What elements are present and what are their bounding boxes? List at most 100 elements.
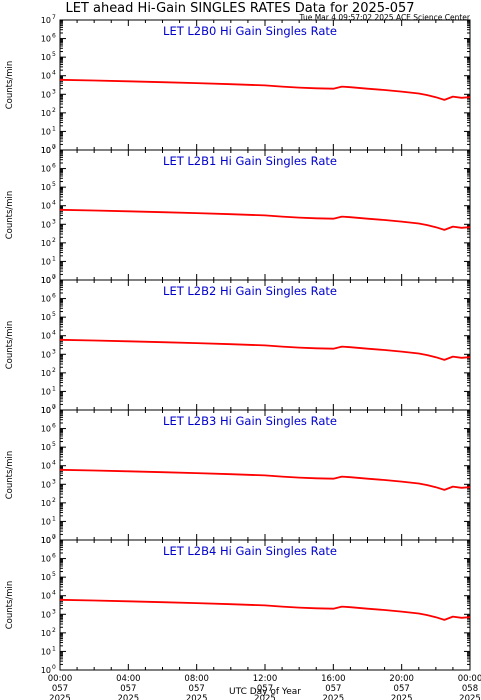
x-tick-label: 057 — [257, 684, 273, 694]
y-tick-exponent: 7 — [52, 404, 56, 411]
y-tick-label: 10 — [41, 295, 51, 304]
y-tick-exponent: 4 — [52, 200, 56, 207]
y-tick-exponent: 2 — [52, 107, 56, 114]
x-tick-label: 12:00 — [253, 674, 278, 684]
y-tick-exponent: 4 — [52, 330, 56, 337]
y-tick-exponent: 4 — [52, 460, 56, 467]
x-tick-label: 057 — [52, 684, 68, 694]
y-tick-exponent: 2 — [52, 237, 56, 244]
y-tick-label: 10 — [41, 387, 51, 396]
series-line — [59, 78, 471, 101]
series-line — [59, 598, 471, 621]
y-tick-exponent: 1 — [52, 515, 56, 522]
y-tick-label: 10 — [41, 202, 51, 211]
y-tick-label: 10 — [41, 406, 51, 415]
y-tick-exponent: 1 — [52, 645, 56, 652]
y-tick-exponent: 2 — [52, 497, 56, 504]
y-tick-exponent: 0 — [52, 144, 56, 151]
y-tick-label: 10 — [41, 332, 51, 341]
x-tick-label: 2025 — [186, 694, 208, 700]
x-tick-label: 057 — [325, 684, 341, 694]
y-tick-label: 10 — [41, 592, 51, 601]
y-tick-exponent: 7 — [52, 14, 56, 21]
y-tick-label: 10 — [41, 53, 51, 62]
y-tick-label: 10 — [41, 165, 51, 174]
y-tick-exponent: 0 — [52, 664, 56, 671]
y-tick-label: 10 — [41, 239, 51, 248]
x-tick-label: 2025 — [118, 694, 140, 700]
x-tick-label: 04:00 — [116, 674, 141, 684]
x-tick-label: 2025 — [459, 694, 481, 700]
y-tick-exponent: 5 — [52, 51, 56, 58]
y-tick-label: 10 — [41, 647, 51, 656]
y-tick-exponent: 7 — [52, 274, 56, 281]
y-axis-label: Counts/min — [5, 321, 15, 370]
x-tick-label: 057 — [394, 684, 410, 694]
y-tick-exponent: 5 — [52, 441, 56, 448]
x-tick-label: 2025 — [323, 694, 345, 700]
y-tick-label: 10 — [41, 313, 51, 322]
y-tick-exponent: 7 — [52, 144, 56, 151]
y-tick-exponent: 3 — [52, 348, 56, 355]
y-tick-exponent: 6 — [52, 553, 56, 560]
y-tick-exponent: 5 — [52, 181, 56, 188]
y-axis-label: Counts/min — [5, 191, 15, 240]
main-title: LET ahead Hi-Gain SINGLES RATES Data for… — [65, 1, 414, 16]
y-tick-label: 10 — [41, 276, 51, 285]
x-tick-label: 08:00 — [184, 674, 209, 684]
y-tick-label: 10 — [41, 462, 51, 471]
y-tick-exponent: 1 — [52, 385, 56, 392]
x-tick-labels: 00:00057202504:00057202508:00057202512:0… — [48, 674, 481, 700]
y-tick-label: 10 — [41, 610, 51, 619]
y-tick-exponent: 1 — [52, 255, 56, 262]
series-line — [59, 338, 471, 361]
y-tick-exponent: 3 — [52, 218, 56, 225]
y-tick-label: 10 — [41, 72, 51, 81]
y-tick-exponent: 3 — [52, 608, 56, 615]
y-tick-exponent: 4 — [52, 590, 56, 597]
y-tick-exponent: 6 — [52, 33, 56, 40]
y-tick-exponent: 1 — [52, 125, 56, 132]
y-tick-label: 10 — [41, 220, 51, 229]
x-tick-label: 058 — [462, 684, 478, 694]
y-tick-exponent: 2 — [52, 367, 56, 374]
y-tick-label: 10 — [41, 443, 51, 452]
y-tick-label: 10 — [41, 146, 51, 155]
series-line — [59, 468, 471, 491]
y-tick-exponent: 6 — [52, 293, 56, 300]
series-line — [59, 208, 471, 231]
y-tick-label: 10 — [41, 127, 51, 136]
y-tick-exponent: 6 — [52, 423, 56, 430]
panel-title: LET L2B3 Hi Gain Singles Rate — [163, 414, 337, 428]
y-tick-label: 10 — [41, 480, 51, 489]
y-tick-label: 10 — [41, 555, 51, 564]
y-tick-label: 10 — [41, 90, 51, 99]
y-tick-label: 10 — [41, 257, 51, 266]
y-tick-exponent: 0 — [52, 534, 56, 541]
x-tick-label: 20:00 — [389, 674, 414, 684]
x-tick-label: 00:00 — [48, 674, 73, 684]
panel-title: LET L2B2 Hi Gain Singles Rate — [163, 284, 337, 298]
y-tick-exponent: 3 — [52, 88, 56, 95]
y-tick-exponent: 0 — [52, 274, 56, 281]
y-tick-label: 10 — [41, 536, 51, 545]
y-tick-exponent: 0 — [52, 404, 56, 411]
x-tick-label: 2025 — [254, 694, 276, 700]
y-axis-label: Counts/min — [5, 581, 15, 630]
y-tick-exponent: 5 — [52, 571, 56, 578]
y-tick-exponent: 4 — [52, 70, 56, 77]
x-axis-label: UTC Day of Year — [229, 687, 301, 697]
y-tick-label: 10 — [41, 35, 51, 44]
y-tick-label: 10 — [41, 276, 51, 285]
y-tick-label: 10 — [41, 629, 51, 638]
y-tick-exponent: 3 — [52, 478, 56, 485]
x-tick-label: 16:00 — [321, 674, 346, 684]
y-tick-label: 10 — [41, 425, 51, 434]
x-tick-label: 057 — [189, 684, 205, 694]
